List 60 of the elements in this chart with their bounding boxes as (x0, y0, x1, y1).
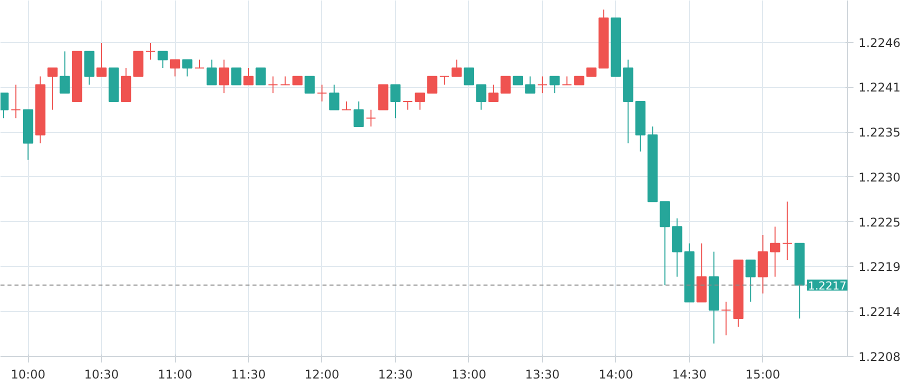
candlestick (280, 76, 290, 86)
y-tick-label: 1.2219 (858, 260, 900, 274)
candlestick (354, 100, 364, 127)
candlestick (488, 84, 499, 102)
x-tick-label: 13:30 (525, 368, 560, 382)
candlestick (341, 100, 352, 110)
y-tick-label: 1.2208 (858, 350, 900, 364)
y-tick-label: 1.2230 (858, 170, 900, 184)
candlestick (525, 76, 536, 94)
candlestick (316, 84, 328, 102)
candlestick (464, 68, 474, 86)
candlestick (500, 76, 511, 94)
candlestick (439, 76, 450, 86)
candlestick (145, 42, 156, 60)
candlestick (256, 68, 266, 86)
candlestick (427, 76, 438, 94)
candlestick (304, 76, 315, 94)
candlestick (402, 100, 413, 110)
y-tick-label: 1.2246 (858, 36, 900, 50)
candlestick (243, 68, 254, 86)
candlestick (194, 59, 205, 69)
x-tick-label: 12:30 (378, 368, 413, 382)
candlestick (268, 76, 278, 94)
candlestick (721, 301, 732, 336)
candlestick (390, 84, 401, 119)
candlestick (770, 226, 780, 278)
x-tick-label: 12:00 (304, 368, 340, 382)
candlestick (329, 84, 340, 110)
x-tick-label: 11:30 (231, 368, 266, 382)
x-tick-label: 13:00 (452, 368, 486, 382)
candlestick (158, 50, 168, 69)
candlestick (537, 76, 548, 94)
x-tick-label: 10:00 (10, 368, 46, 382)
x-tick-label: 11:00 (158, 368, 192, 382)
candlestick (10, 84, 21, 119)
y-tick-label: 1.2241 (858, 80, 900, 95)
x-tick-label: 14:30 (672, 368, 707, 382)
candlestick (60, 50, 70, 94)
ref-line-label: 1.2217 (808, 280, 847, 293)
candlestick (782, 201, 792, 261)
candlestick (550, 76, 560, 94)
candlestick (182, 59, 192, 77)
candlestick (746, 260, 756, 302)
candlestick (414, 92, 426, 110)
candlestick (96, 42, 107, 77)
y-tick-label: 1.2225 (858, 215, 900, 230)
candlestick (366, 109, 376, 127)
x-tick-label: 10:30 (84, 368, 119, 382)
candlestick (231, 68, 242, 86)
y-tick-label: 1.2235 (858, 126, 900, 140)
candlestick (562, 76, 572, 86)
candlestick (476, 84, 486, 110)
candlestick (452, 59, 462, 77)
candlestick (206, 59, 217, 86)
candlestick (47, 68, 58, 110)
candlestick (218, 59, 230, 94)
candlestick (170, 59, 180, 77)
x-tick-label: 15:00 (746, 368, 780, 382)
y-tick-label: 1.2214 (858, 305, 900, 320)
x-tick-label: 14:00 (598, 368, 634, 382)
